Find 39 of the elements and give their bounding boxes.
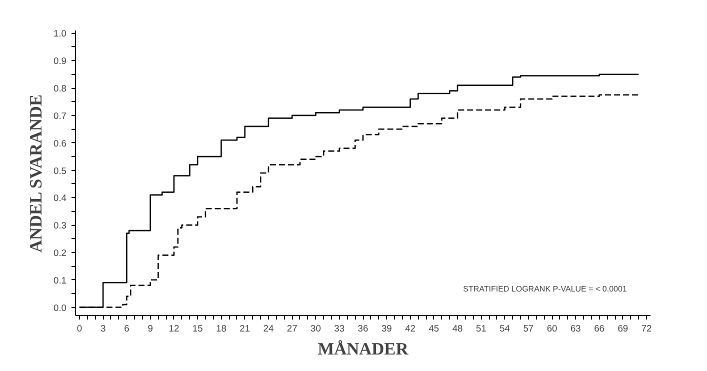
x-tick-label: 18 [216,324,226,334]
x-tick-label: 6 [124,324,130,334]
y-tick-label: 0.5 [54,166,66,176]
x-tick-label: 39 [381,324,392,334]
y-tick-label: 0.9 [54,56,66,66]
y-axis-title: ANDEL SVARANDE [26,94,46,253]
y-tick-label: 0.3 [54,220,66,231]
x-tick-label: 54 [500,324,510,334]
x-tick-label: 12 [168,324,180,334]
x-tick-label: 51 [476,324,486,334]
x-tick-label: 48 [452,324,463,334]
x-tick-label: 21 [240,324,250,334]
x-tick-label: 57 [523,324,534,334]
y-tick-label: 0.1 [54,275,66,286]
y-tick-label: 1.0 [54,28,66,39]
x-tick-label: 15 [192,324,203,334]
x-tick-label: 0 [76,324,82,334]
y-tick-label: 0.0 [54,302,66,313]
x-tick-label: 36 [358,324,368,334]
x-tick-label: 9 [148,324,153,334]
x-tick-label: 42 [405,324,416,334]
x-tick-label: 69 [618,324,628,334]
x-tick-label: 63 [570,324,581,334]
y-tick-label: 0.4 [54,193,66,204]
x-axis-title: MÅNADER [318,340,409,358]
x-tick-label: 45 [428,324,440,334]
x-tick-label: 33 [334,324,345,334]
x-tick-label: 24 [263,324,274,334]
x-tick-label: 3 [100,324,106,334]
x-tick-label: 30 [310,324,321,334]
annotation: STRATIFIED LOGRANK P-VALUE = < 0.0001 [463,284,628,294]
y-tick-label: 0.8 [54,84,66,94]
x-tick-label: 72 [641,324,652,334]
y-tick-label: 0.6 [54,138,66,148]
y-tick-label: 0.7 [54,110,66,121]
x-tick-label: 27 [286,324,298,334]
x-tick-label: 60 [546,324,558,334]
x-tick-label: 66 [594,324,605,334]
y-tick-label: 0.2 [54,248,66,258]
